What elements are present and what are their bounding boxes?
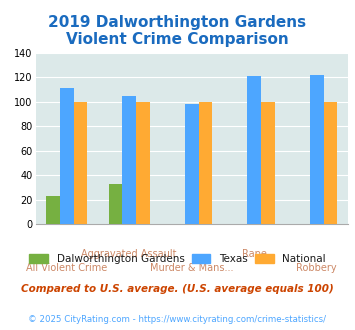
Bar	[261, 102, 275, 224]
Text: Robbery: Robbery	[296, 263, 337, 273]
Bar	[185, 104, 198, 224]
Bar	[109, 184, 122, 224]
Bar	[46, 196, 60, 224]
Bar	[310, 75, 323, 224]
Text: Murder & Mans...: Murder & Mans...	[150, 263, 234, 273]
Text: 2019 Dalworthington Gardens
Violent Crime Comparison: 2019 Dalworthington Gardens Violent Crim…	[48, 15, 307, 47]
Text: All Violent Crime: All Violent Crime	[26, 263, 107, 273]
Text: Rape: Rape	[242, 249, 267, 259]
Text: © 2025 CityRating.com - https://www.cityrating.com/crime-statistics/: © 2025 CityRating.com - https://www.city…	[28, 315, 327, 324]
Legend: Dalworthington Gardens, Texas, National: Dalworthington Gardens, Texas, National	[25, 249, 330, 268]
Text: Aggravated Assault: Aggravated Assault	[81, 249, 177, 259]
Bar	[198, 102, 212, 224]
Bar	[323, 102, 337, 224]
Bar	[136, 102, 150, 224]
Bar	[122, 96, 136, 224]
Bar	[247, 76, 261, 224]
Text: Compared to U.S. average. (U.S. average equals 100): Compared to U.S. average. (U.S. average …	[21, 284, 334, 294]
Bar	[60, 88, 73, 224]
Bar	[73, 102, 87, 224]
